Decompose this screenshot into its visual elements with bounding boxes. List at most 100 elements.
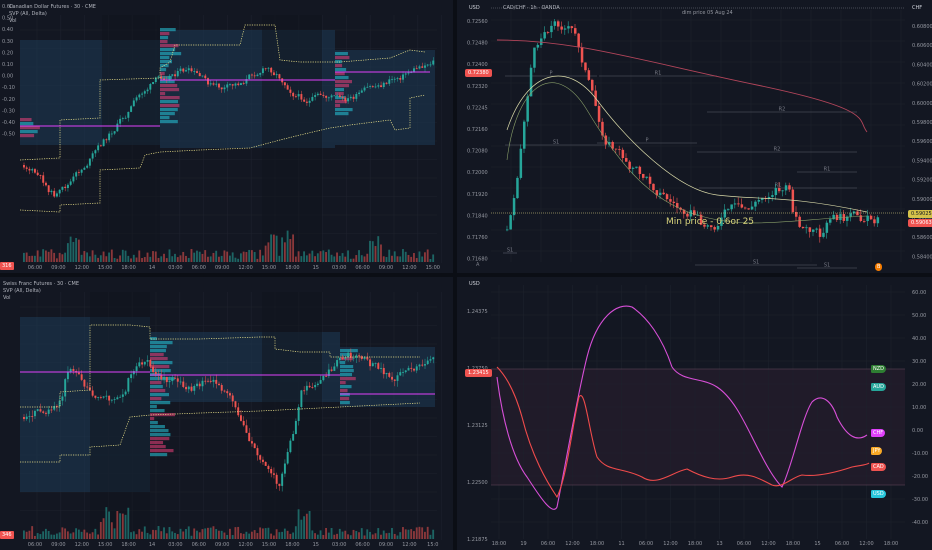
- candle-body: [42, 411, 45, 413]
- volume-bar: [39, 256, 42, 262]
- volume-bar: [229, 528, 231, 539]
- long-moving-average: [496, 39, 868, 133]
- volume-bar: [25, 531, 28, 539]
- volume-profile-bar: [150, 365, 170, 369]
- cadchf-chart-pane[interactable]: dim price 05 Aug 24 P R1 R2 S1 R1 R2 S1 S1 R1 S1 P M…: [457, 0, 932, 273]
- candle-body: [385, 82, 388, 84]
- volume-bar: [429, 258, 432, 262]
- volume-bar: [267, 242, 270, 262]
- candle-body: [182, 68, 185, 72]
- currency-badge-usd[interactable]: USD: [871, 490, 886, 498]
- volume-bar: [330, 527, 333, 539]
- volume-bar: [97, 534, 100, 539]
- candle-body: [876, 217, 880, 224]
- left-price-axis-tick: 1.21875: [467, 537, 488, 543]
- volume-bar: [393, 251, 396, 262]
- volume-bar: [327, 249, 330, 262]
- time-axis-tick-label: 06:00: [355, 542, 369, 548]
- candle-body: [264, 68, 267, 70]
- candle-body: [577, 33, 580, 48]
- right-price-tag-current: 0.59025: [908, 210, 932, 218]
- currency-badge-nzd[interactable]: NZD: [871, 365, 887, 373]
- candle-body: [338, 357, 341, 361]
- cad-futures-chart-pane[interactable]: 06:00 09:00 12:00 15:00 18:00 14 03:00 06:00 09:…: [0, 0, 453, 273]
- volume-bar: [198, 532, 201, 539]
- candle-body: [308, 385, 311, 388]
- candle-body: [157, 76, 160, 78]
- legend-indicator-svp[interactable]: SVP (All, Delta): [9, 11, 47, 17]
- legend-symbol[interactable]: Swiss Franc Futures · 30 · CME: [3, 281, 79, 287]
- candle-body: [110, 133, 113, 135]
- candle-body: [723, 209, 727, 218]
- volume-bar: [196, 250, 198, 262]
- candle-body: [710, 225, 713, 228]
- volume-profile-bar: [335, 92, 344, 96]
- candle-body: [138, 362, 141, 367]
- currency-badge-jpy[interactable]: JPY: [871, 447, 883, 455]
- volume-profile-bar: [20, 118, 32, 122]
- candle-body: [523, 121, 526, 149]
- volume-bar: [316, 253, 319, 262]
- volume-profile-bar: [150, 405, 157, 409]
- volume-bar: [86, 532, 89, 539]
- candle-body: [91, 390, 94, 396]
- candle-body: [327, 369, 330, 377]
- volume-bar: [300, 256, 303, 262]
- right-price-axis-tick: 0.58400: [912, 254, 932, 260]
- currency-strength-plot[interactable]: 1.243751.237501.231251.225001.2187560.00…: [457, 277, 932, 550]
- volume-bar: [286, 230, 289, 262]
- currency-strength-pane[interactable]: 1.243751.237501.231251.225001.2187560.00…: [457, 277, 932, 550]
- candle-body: [648, 176, 652, 184]
- candle-body: [116, 397, 119, 400]
- legend-symbol[interactable]: Canadian Dollar Futures · 30 · CME: [9, 4, 96, 10]
- volume-bar: [157, 257, 160, 262]
- pivot-label: P: [549, 71, 552, 77]
- volume-bar: [66, 531, 69, 539]
- session-stripe: [102, 15, 160, 263]
- candle-body: [176, 71, 179, 77]
- candle-body: [44, 182, 47, 186]
- bottom-badge[interactable]: B: [875, 263, 883, 271]
- candle-body: [23, 165, 25, 168]
- candle-body: [196, 71, 198, 74]
- volume-bar: [143, 526, 146, 539]
- volume-profile-bar: [160, 60, 173, 64]
- candle-body: [863, 221, 866, 222]
- candle-body: [50, 409, 53, 411]
- candle-body: [665, 194, 669, 200]
- candle-body: [207, 78, 209, 85]
- currency-badge-cad[interactable]: CAD: [871, 463, 886, 471]
- volume-bar: [275, 529, 278, 539]
- right-price-axis-tick: 0.60600: [912, 43, 932, 49]
- left-currency-label: USD: [469, 281, 480, 287]
- chart-legend[interactable]: CAD/CHF · 1h · OANDA: [503, 5, 560, 11]
- pivot-label: S1: [824, 263, 830, 269]
- candle-body: [108, 395, 111, 401]
- session-stripe: [90, 292, 150, 540]
- legend-indicator-vol[interactable]: Vol: [3, 295, 11, 301]
- cadchf-plot[interactable]: dim price 05 Aug 24 P R1 R2 S1 R1 R2 S1 S1 R1 S1 P M…: [457, 0, 932, 273]
- time-axis-tick-label: 12:00: [402, 265, 416, 271]
- volume-bar: [91, 250, 94, 262]
- volume-bar: [36, 533, 39, 539]
- volume-profile-bar: [160, 52, 182, 56]
- candle-body: [410, 72, 413, 73]
- legend-indicator-svp[interactable]: SVP (All, Delta): [3, 288, 41, 294]
- left-price-axis-tick: 1.23125: [467, 423, 488, 429]
- chf-futures-plot[interactable]: 06:00 09:00 12:00 15:00 18:00 14 03:00 06:00 09:…: [0, 277, 453, 550]
- currency-badge-chf[interactable]: CHF: [871, 429, 886, 437]
- candle-body: [119, 118, 122, 124]
- volume-bar: [39, 534, 42, 539]
- candle-body: [33, 169, 36, 173]
- volume-bar: [322, 250, 325, 262]
- candle-body: [791, 189, 795, 213]
- currency-badge-aud[interactable]: AUD: [871, 383, 886, 391]
- axis-bottom-letter: A: [476, 262, 480, 268]
- cad-futures-plot[interactable]: 06:00 09:00 12:00 15:00 18:00 14 03:00 06:00 09:…: [0, 0, 453, 273]
- legend-indicator-vol[interactable]: Vol: [9, 18, 17, 24]
- chf-futures-chart-pane[interactable]: 06:00 09:00 12:00 15:00 18:00 14 03:00 06:00 09:…: [0, 277, 453, 550]
- volume-bar: [421, 527, 424, 539]
- candle-body: [672, 201, 676, 204]
- horizontal-divider[interactable]: [0, 273, 932, 277]
- volume-profile-bar: [335, 108, 353, 112]
